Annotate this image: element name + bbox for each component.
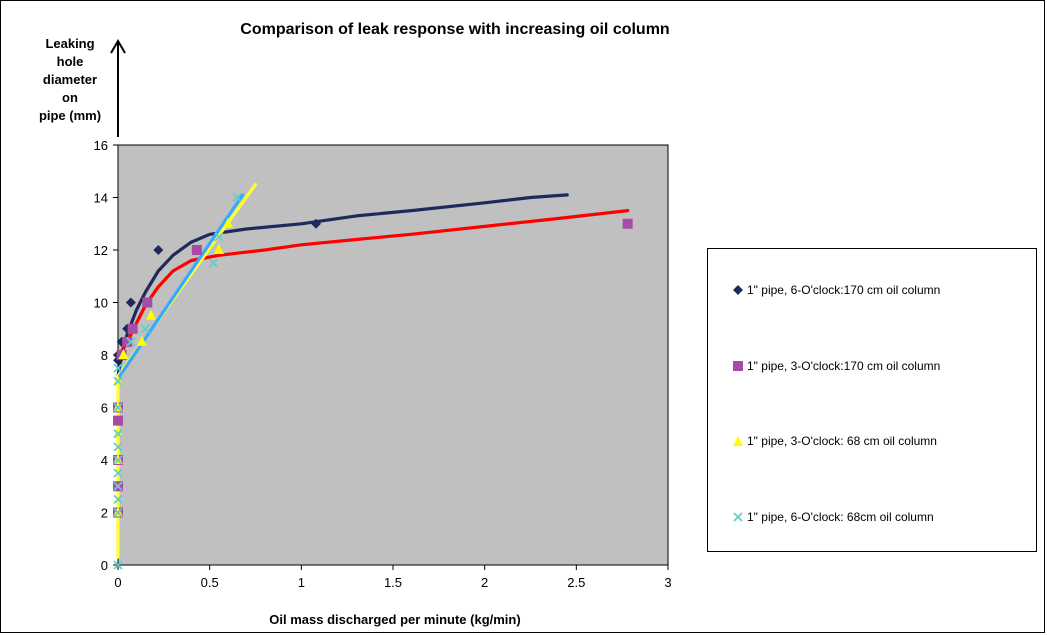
y-axis-arrow: [110, 39, 126, 137]
y-axis-label: Leaking hole diameter on pipe (mm): [39, 36, 101, 123]
legend-item: 1" pipe, 6-O'clock: 68cm oil column: [732, 510, 934, 524]
data-point: [122, 323, 133, 334]
y-tick-label: 6: [101, 401, 108, 416]
chart-title: Comparison of leak response with increas…: [240, 21, 669, 38]
trend-line: [116, 209, 630, 360]
data-point: [126, 337, 136, 347]
x-tick-label: 3: [664, 575, 671, 590]
data-point: [223, 217, 233, 228]
y-tick-label: 16: [94, 138, 108, 153]
y-tick-label: 8: [101, 348, 108, 363]
data-point: [311, 218, 321, 229]
y-axis-label-line: pipe (mm): [39, 108, 101, 123]
diamond-marker-icon: [733, 285, 743, 295]
x-tick-label: 2: [481, 575, 488, 590]
legend-label: 1" pipe, 3-O'clock: 68 cm oil column: [747, 434, 937, 448]
x-tick-label: 1: [298, 575, 305, 590]
data-point: [113, 402, 123, 413]
y-tick-label: 10: [94, 296, 108, 311]
data-point: [113, 442, 123, 452]
legend-item: 1" pipe, 6-O'clock:170 cm oil column: [732, 283, 940, 297]
data-point: [208, 258, 218, 268]
data-point: [113, 455, 123, 465]
x-marker-icon: [733, 512, 743, 522]
x-tick-label: 2.5: [567, 575, 585, 590]
data-points: [113, 192, 633, 570]
data-point: [113, 507, 123, 518]
data-point: [191, 245, 202, 255]
y-axis-label-line: hole: [57, 54, 84, 69]
data-point: [122, 336, 133, 347]
data-point: [113, 481, 123, 491]
data-point: [622, 218, 633, 229]
data-point: [136, 335, 147, 346]
data-point: [113, 429, 123, 439]
square-marker-icon: [733, 361, 743, 371]
data-point: [127, 323, 138, 334]
y-tick-label: 2: [101, 506, 108, 521]
data-point: [118, 349, 129, 359]
x-tick-label: 0.5: [201, 575, 219, 590]
x-axis-label: Oil mass discharged per minute (kg/min): [269, 612, 520, 627]
legend-label: 1" pipe, 6-O'clock:170 cm oil column: [747, 283, 941, 297]
x-tick-label: 1.5: [384, 575, 402, 590]
trend-line: [116, 193, 245, 381]
data-point: [113, 560, 123, 570]
y-axis-label-line: diameter: [43, 72, 97, 87]
legend: 1" pipe, 6-O'clock:170 cm oil column 1" …: [707, 248, 1037, 552]
data-point: [113, 376, 123, 386]
data-point: [214, 232, 224, 242]
y-tick-label: 0: [101, 558, 108, 573]
data-point: [113, 468, 123, 478]
legend-item: 1" pipe, 3-O'clock: 68 cm oil column: [732, 434, 937, 448]
legend-item: 1" pipe, 3-O'clock:170 cm oil column: [732, 359, 940, 373]
y-axis-label-line: on: [62, 90, 78, 105]
data-point: [146, 309, 156, 320]
y-axis-label-line: Leaking: [45, 36, 94, 51]
data-point: [113, 363, 123, 373]
data-point: [140, 324, 151, 334]
data-point: [232, 192, 242, 203]
data-point: [153, 245, 164, 255]
trend-line: [116, 193, 569, 378]
data-point: [113, 494, 123, 505]
y-tick-label: 4: [101, 453, 108, 468]
legend-label: 1" pipe, 3-O'clock:170 cm oil column: [747, 359, 941, 373]
data-point: [113, 415, 123, 426]
data-point: [142, 297, 153, 308]
x-tick-label: 0: [114, 575, 121, 590]
plot-area: [117, 144, 669, 566]
y-tick-label: 14: [94, 191, 108, 206]
legend-label: 1" pipe, 6-O'clock: 68cm oil column: [747, 510, 934, 524]
y-tick-label: 12: [94, 243, 108, 258]
data-point: [213, 244, 224, 254]
data-point: [125, 297, 136, 308]
triangle-marker-icon: [733, 436, 743, 446]
